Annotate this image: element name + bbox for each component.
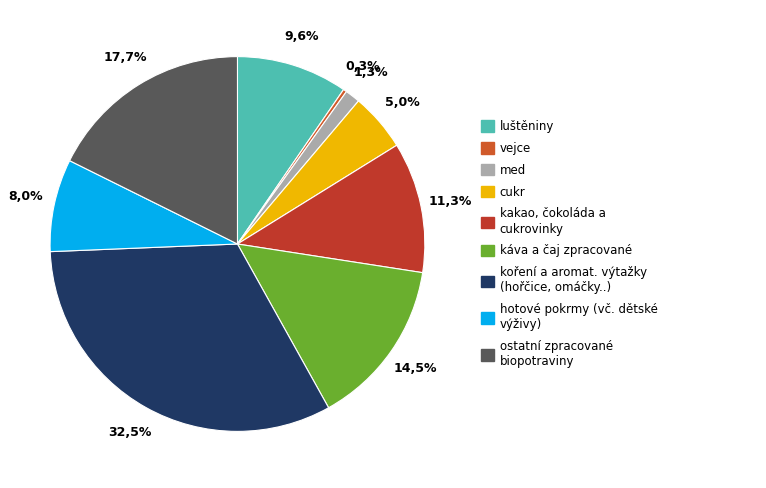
Text: 5,0%: 5,0% <box>385 96 420 109</box>
Wedge shape <box>70 57 237 244</box>
Text: 11,3%: 11,3% <box>429 195 473 208</box>
Wedge shape <box>50 161 237 252</box>
Wedge shape <box>237 145 425 273</box>
Text: 0,3%: 0,3% <box>345 60 380 73</box>
Wedge shape <box>237 244 423 408</box>
Wedge shape <box>237 57 344 244</box>
Text: 32,5%: 32,5% <box>108 427 152 439</box>
Text: 17,7%: 17,7% <box>103 51 147 64</box>
Legend: luštěniny, vejce, med, cukr, kakao, čokoláda a
cukrovinky, káva a čaj zpracované: luštěniny, vejce, med, cukr, kakao, čoko… <box>481 120 657 368</box>
Text: 9,6%: 9,6% <box>285 30 319 43</box>
Wedge shape <box>237 90 346 244</box>
Text: 8,0%: 8,0% <box>8 190 43 203</box>
Text: 1,3%: 1,3% <box>354 66 388 79</box>
Wedge shape <box>237 92 358 244</box>
Text: 14,5%: 14,5% <box>394 363 437 375</box>
Wedge shape <box>237 101 397 244</box>
Wedge shape <box>51 244 329 431</box>
